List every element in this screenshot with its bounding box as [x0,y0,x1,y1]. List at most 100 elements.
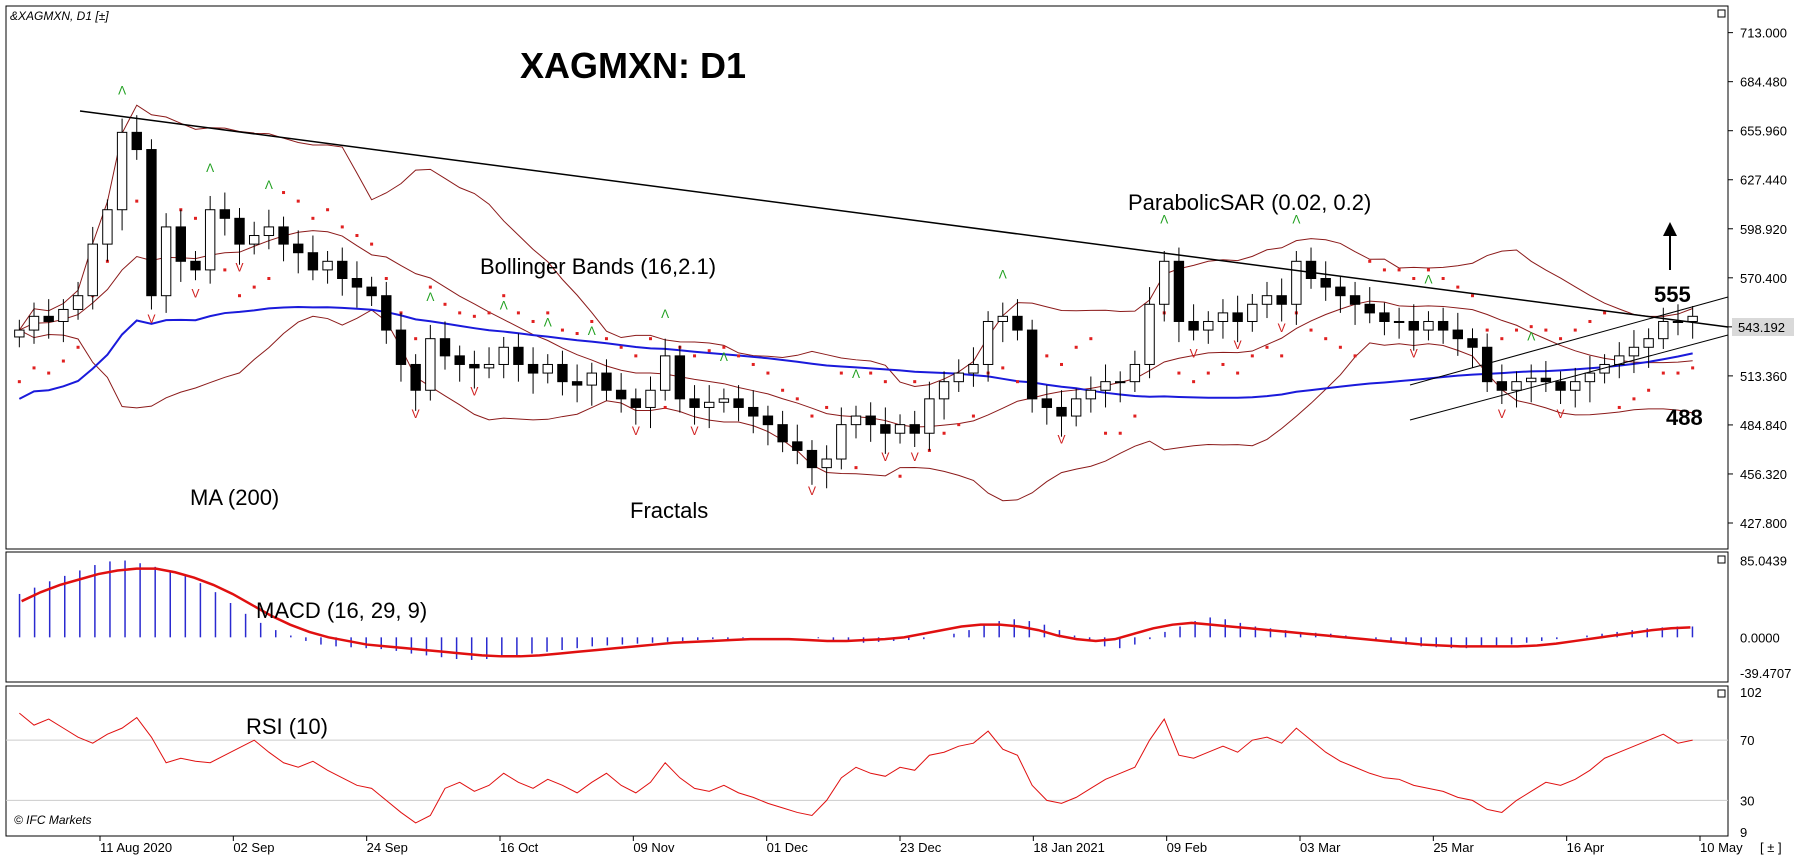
rsi-label: RSI (10) [246,714,328,739]
sar-dot [751,362,755,366]
sar-dot [282,191,286,195]
sar-dot [810,414,814,418]
sar-dot [781,388,785,392]
current-price-marker: 543.192 [1732,318,1794,336]
candle-body [982,320,994,365]
candle-body [894,424,906,434]
sar-dot [693,354,697,358]
price-tick-label: 598.920 [1740,222,1787,237]
sar-dot [502,294,506,298]
panel-toggle-icon[interactable] [1717,9,1726,18]
candle-body [1173,260,1185,322]
macd-toggle-icon[interactable] [1717,555,1726,564]
sar-dot [443,302,447,306]
candle-body [1335,286,1346,297]
rsi-panel [5,685,1729,837]
candle-body [1276,295,1287,305]
fractal-up-icon: Λ [852,367,860,381]
sar-dot [1074,345,1078,349]
sar-dot [252,285,256,289]
candle-body [395,329,407,365]
bollinger-label: Bollinger Bands (16,2.1) [480,254,716,279]
sar-dot [1324,337,1328,341]
candle-body [1570,381,1581,391]
macd-histogram [18,560,1694,660]
candle-body [1188,320,1199,331]
fractal-up-icon: Λ [426,290,434,304]
macd-label: MACD (16, 29, 9) [256,598,427,623]
sar-dot [1368,259,1372,263]
sar-dot [619,345,623,349]
bb-upper [18,104,1693,388]
candle-body [1452,329,1464,340]
candle-body [1672,320,1684,323]
candle-body [322,260,333,271]
price-tick-label: 627.440 [1740,173,1787,188]
sar-dot [1617,405,1621,409]
current-price-label: 543.192 [1738,320,1785,335]
candle-body [586,372,597,386]
channel-lower [1409,334,1729,421]
candle-body [1012,315,1023,331]
candle-body [1423,320,1434,331]
sar-dot [1001,366,1005,370]
price-tick-label: 655.960 [1740,124,1787,139]
candle-body [1540,377,1552,383]
candle-body [1115,381,1126,384]
sar-dot [854,466,858,470]
candle-body [219,209,231,219]
fractal-marks: Λ V V Λ V Λ V Λ V Λ Λ Λ V Λ V Λ V Λ V V Λ V Λ V V V Λ V Λ V Λ V [118,84,1564,499]
sar-dot [267,277,271,280]
fractal-up-icon: Λ [265,178,273,192]
sar-dot [575,332,579,336]
rsi-toggle-icon[interactable] [1717,689,1726,698]
sar-dot [1382,268,1386,272]
candle-body [777,424,788,443]
sar-dot [766,371,770,375]
price-tick-label: 427.800 [1740,516,1787,531]
price-tick-label: 570.400 [1740,271,1787,286]
fractal-down-icon: V [147,312,155,326]
down-trendline [79,110,1729,328]
x-tick-label: 09 Feb [1167,840,1207,855]
candle-body [1555,381,1566,391]
fractal-down-icon: V [1234,338,1242,352]
candle-body [557,363,568,383]
candle-body [615,389,627,400]
rsi-tick-label: 102 [1740,685,1762,700]
sar-dot [560,328,564,332]
candle-body [146,149,157,297]
sar-dot [311,216,315,220]
candle-body [1041,398,1053,408]
fractal-down-icon: V [236,261,244,275]
candle-body [1100,381,1111,391]
candle-body [792,441,803,451]
candle-body [469,363,480,369]
ma-polyline [18,306,1693,400]
x-tick-label: 18 Jan 2021 [1033,840,1105,855]
candle-body [1026,329,1038,400]
candle-body [425,338,436,391]
sar-dot [1647,388,1651,392]
macd-signal-polyline [21,567,1691,658]
candle-body [601,372,612,391]
candle-body [1496,381,1508,391]
channel-upper [1409,296,1729,386]
candle-body [87,243,98,297]
candle-body [483,363,495,369]
sar-dot [722,345,726,349]
candle-body [997,315,1008,322]
candle-body [968,363,979,374]
x-tick-label: 16 Oct [500,840,539,855]
sar-dot [1515,328,1519,332]
sar-dot [1221,362,1225,366]
candle-body [924,398,935,434]
corner-button[interactable]: [ ± ] [1760,840,1782,855]
sar-dot [942,431,946,435]
candle-body [410,363,421,391]
candle-body [1364,303,1375,314]
candle-body [1203,320,1214,331]
sar-dot [1104,431,1108,435]
candle-body [1511,381,1522,391]
sar-dot [238,294,242,298]
